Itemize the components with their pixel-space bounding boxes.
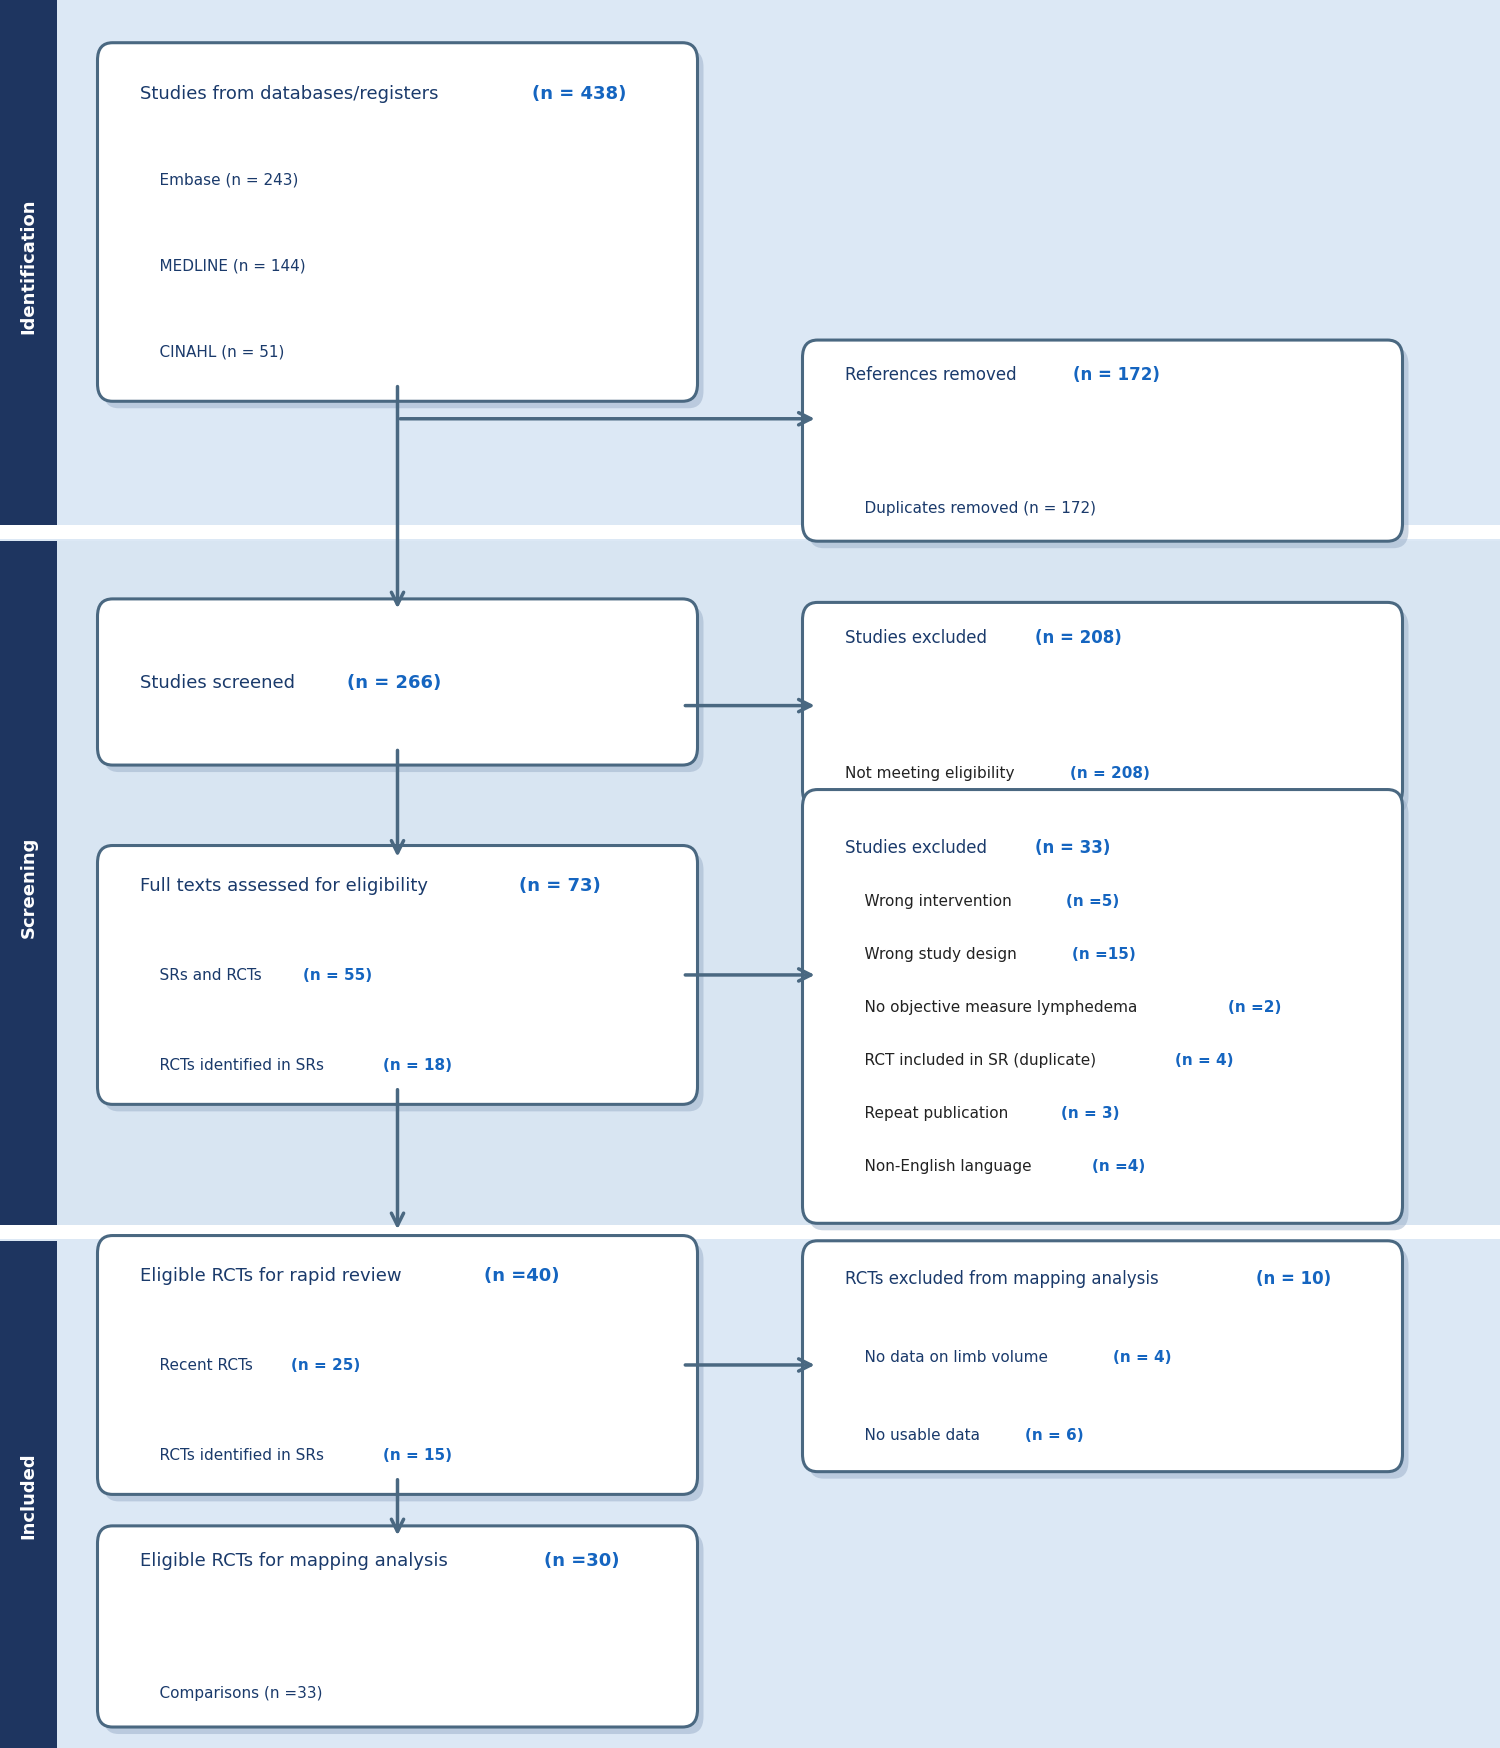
- Text: Full texts assessed for eligibility: Full texts assessed for eligibility: [140, 877, 433, 895]
- Text: (n = 172): (n = 172): [1072, 365, 1160, 385]
- Text: Wrong study design: Wrong study design: [844, 946, 1022, 961]
- Text: (n = 18): (n = 18): [382, 1058, 452, 1072]
- Text: Wrong intervention: Wrong intervention: [844, 893, 1016, 907]
- Text: Studies excluded: Studies excluded: [844, 629, 992, 647]
- Text: No data on limb volume: No data on limb volume: [844, 1349, 1053, 1363]
- FancyBboxPatch shape: [802, 341, 1402, 542]
- FancyBboxPatch shape: [802, 790, 1402, 1224]
- Text: Studies screened: Studies screened: [140, 673, 300, 692]
- Text: (n = 33): (n = 33): [1035, 839, 1110, 857]
- FancyBboxPatch shape: [0, 1241, 1500, 1748]
- Text: No usable data: No usable data: [844, 1428, 984, 1442]
- Text: Recent RCTs: Recent RCTs: [140, 1358, 258, 1372]
- FancyBboxPatch shape: [0, 1241, 57, 1748]
- FancyBboxPatch shape: [0, 542, 57, 1232]
- FancyBboxPatch shape: [808, 348, 1408, 549]
- Text: Screening: Screening: [20, 837, 38, 937]
- Text: (n =4): (n =4): [1092, 1159, 1144, 1173]
- Text: (n =2): (n =2): [1228, 1000, 1281, 1014]
- FancyBboxPatch shape: [98, 600, 698, 766]
- FancyBboxPatch shape: [98, 1236, 698, 1495]
- Text: (n =15): (n =15): [1072, 946, 1136, 961]
- FancyBboxPatch shape: [104, 1533, 704, 1734]
- FancyBboxPatch shape: [98, 1526, 698, 1727]
- Text: (n = 4): (n = 4): [1113, 1349, 1172, 1363]
- Text: (n = 6): (n = 6): [1024, 1428, 1083, 1442]
- FancyBboxPatch shape: [808, 797, 1408, 1231]
- Text: No objective measure lymphedema: No objective measure lymphedema: [844, 1000, 1142, 1014]
- Text: (n = 266): (n = 266): [346, 673, 441, 692]
- Text: (n = 4): (n = 4): [1174, 1052, 1233, 1068]
- Text: Studies excluded: Studies excluded: [844, 839, 992, 857]
- Text: SRs and RCTs: SRs and RCTs: [140, 968, 266, 982]
- Text: CINAHL (n = 51): CINAHL (n = 51): [140, 344, 284, 360]
- Text: Eligible RCTs for mapping analysis: Eligible RCTs for mapping analysis: [140, 1550, 453, 1570]
- Text: Duplicates removed (n = 172): Duplicates removed (n = 172): [844, 500, 1095, 516]
- Text: (n = 15): (n = 15): [382, 1447, 452, 1461]
- Text: (n = 208): (n = 208): [1035, 629, 1122, 647]
- Text: RCTs identified in SRs: RCTs identified in SRs: [140, 1447, 328, 1461]
- Text: (n =30): (n =30): [544, 1550, 620, 1570]
- Text: (n = 73): (n = 73): [519, 877, 600, 895]
- Text: Studies from databases/registers: Studies from databases/registers: [140, 84, 444, 103]
- Text: Not meeting eligibility: Not meeting eligibility: [844, 766, 1018, 781]
- Text: RCTs excluded from mapping analysis: RCTs excluded from mapping analysis: [844, 1269, 1164, 1287]
- Text: Non-English language: Non-English language: [844, 1159, 1036, 1173]
- Text: (n = 3): (n = 3): [1062, 1106, 1120, 1120]
- FancyBboxPatch shape: [98, 846, 698, 1105]
- Text: (n = 25): (n = 25): [291, 1358, 360, 1372]
- FancyBboxPatch shape: [802, 603, 1402, 808]
- FancyBboxPatch shape: [802, 1241, 1402, 1472]
- FancyBboxPatch shape: [0, 0, 57, 533]
- Text: (n = 208): (n = 208): [1070, 766, 1149, 781]
- FancyBboxPatch shape: [0, 526, 1500, 540]
- Text: (n = 438): (n = 438): [532, 84, 627, 103]
- FancyBboxPatch shape: [104, 51, 704, 409]
- Text: Included: Included: [20, 1451, 38, 1538]
- FancyBboxPatch shape: [104, 1243, 704, 1502]
- FancyBboxPatch shape: [808, 610, 1408, 815]
- FancyBboxPatch shape: [808, 1248, 1408, 1479]
- FancyBboxPatch shape: [98, 44, 698, 402]
- Text: (n =5): (n =5): [1066, 893, 1119, 907]
- Text: Identification: Identification: [20, 199, 38, 334]
- Text: Eligible RCTs for rapid review: Eligible RCTs for rapid review: [140, 1267, 407, 1285]
- Text: References removed: References removed: [844, 365, 1022, 385]
- Text: RCTs identified in SRs: RCTs identified in SRs: [140, 1058, 328, 1072]
- Text: (n = 10): (n = 10): [1256, 1269, 1330, 1287]
- FancyBboxPatch shape: [104, 607, 704, 773]
- Text: Embase (n = 243): Embase (n = 243): [140, 173, 298, 187]
- FancyBboxPatch shape: [0, 542, 1500, 1232]
- Text: (n =40): (n =40): [484, 1267, 560, 1285]
- FancyBboxPatch shape: [104, 853, 704, 1112]
- FancyBboxPatch shape: [0, 0, 1500, 533]
- Text: Repeat publication: Repeat publication: [844, 1106, 1012, 1120]
- Text: RCT included in SR (duplicate): RCT included in SR (duplicate): [844, 1052, 1101, 1068]
- Text: MEDLINE (n = 144): MEDLINE (n = 144): [140, 259, 304, 273]
- Text: Comparisons (n =33): Comparisons (n =33): [140, 1685, 322, 1701]
- Text: (n = 55): (n = 55): [303, 968, 372, 982]
- FancyBboxPatch shape: [0, 1225, 1500, 1239]
